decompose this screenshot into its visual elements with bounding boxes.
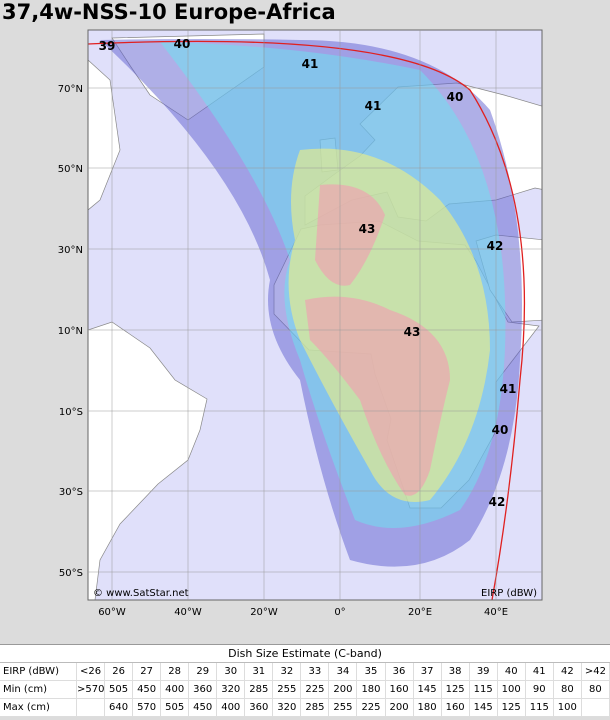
table-cell: 37 <box>413 663 442 681</box>
map: 70°N 50°N 30°N 10°N 10°S 30°S 50°S 60°W 40°W 20°W… <box>58 29 543 618</box>
legend-unit: EIRP (dBW) <box>481 588 537 599</box>
table-cell: 35 <box>356 663 386 681</box>
contour-label: 40 <box>447 90 464 104</box>
lat-label: 30°S <box>59 487 83 498</box>
table-cell: 125 <box>441 680 470 699</box>
table-cell: 28 <box>160 663 190 681</box>
table-cell: 40 <box>497 663 526 681</box>
table-cell: 27 <box>132 663 162 681</box>
title: 37,4w-NSS-10 Europe-Africa <box>2 0 336 24</box>
contour-label: 42 <box>489 495 506 509</box>
table-cell: >42 <box>581 663 610 681</box>
table-cell: 80 <box>581 680 610 699</box>
table-cell: 225 <box>300 680 330 699</box>
credit: © www.SatStar.net <box>93 588 189 599</box>
table-cell: 255 <box>328 698 358 717</box>
land-layer <box>88 33 542 600</box>
table-cell: 80 <box>553 680 582 699</box>
table-cell: 255 <box>272 680 302 699</box>
lat-label: 50°N <box>58 164 83 175</box>
lat-label: 70°N <box>58 84 83 95</box>
table-row: Min (cm) >570 505 450 400 360 320 285 255 225 200 1… <box>0 680 610 699</box>
table-cell: 125 <box>497 698 526 717</box>
table-cell: 41 <box>525 663 554 681</box>
table-cell: 320 <box>216 680 246 699</box>
lon-label: 40°E <box>484 607 508 618</box>
table-cell: 115 <box>525 698 554 717</box>
lat-label: 30°N <box>58 245 83 256</box>
table-cell: 90 <box>525 680 554 699</box>
table-cell: 29 <box>188 663 218 681</box>
footprint-core <box>305 184 450 496</box>
visibility-arc <box>88 40 526 600</box>
map-frame <box>87 29 543 601</box>
table-cell: 38 <box>441 663 470 681</box>
table-cell: 640 <box>104 698 134 717</box>
table-cell: 360 <box>244 698 274 717</box>
table-cell: 26 <box>104 663 134 681</box>
lon-label: 60°W <box>98 607 126 618</box>
table-cell: EIRP (dBW) <box>0 663 77 681</box>
table-cell: 39 <box>469 663 498 681</box>
table-cell: 33 <box>300 663 330 681</box>
table: EIRP (dBW) <26 26 27 28 29 30 31 32 33 34 35 36 37 38 3… <box>0 663 610 717</box>
table-cell: 505 <box>104 680 134 699</box>
contour-label: 40 <box>174 37 191 51</box>
table-title: Dish Size Estimate (C-band) <box>0 645 610 663</box>
table-cell: 450 <box>188 698 218 717</box>
table-row: EIRP (dBW) <26 26 27 28 29 30 31 32 33 34 35 36 37 38 3… <box>0 663 610 681</box>
table-cell <box>581 698 610 717</box>
table-cell: >570 <box>76 680 106 699</box>
table-cell: 180 <box>356 680 386 699</box>
table-cell: 450 <box>132 680 162 699</box>
table-cell: Min (cm) <box>0 680 77 699</box>
table-cell: Max (cm) <box>0 698 77 717</box>
table-cell: 320 <box>272 698 302 717</box>
table-cell: 34 <box>328 663 358 681</box>
contour-label: 41 <box>302 57 319 71</box>
lon-label: 40°W <box>174 607 202 618</box>
table-cell: 145 <box>469 698 498 717</box>
lon-label: 20°E <box>408 607 432 618</box>
dish-table: Dish Size Estimate (C-band) EIRP (dBW) <2… <box>0 644 610 717</box>
table-cell: 100 <box>553 698 582 717</box>
table-cell: 570 <box>132 698 162 717</box>
lon-label: 20°W <box>250 607 278 618</box>
lat-label: 50°S <box>59 568 83 579</box>
table-cell: 285 <box>244 680 274 699</box>
table-cell: 31 <box>244 663 274 681</box>
contour-label: 42 <box>487 239 504 253</box>
table-cell: 400 <box>160 680 190 699</box>
contour-label: 39 <box>99 39 116 53</box>
table-cell: 30 <box>216 663 246 681</box>
lon-label: 0° <box>334 607 345 618</box>
table-cell: 360 <box>188 680 218 699</box>
contour-label: 40 <box>492 423 509 437</box>
table-cell: 160 <box>385 680 414 699</box>
contour-label: 43 <box>404 325 421 339</box>
lat-label: 10°S <box>59 407 83 418</box>
table-cell: 285 <box>300 698 330 717</box>
contour-label: 43 <box>359 222 376 236</box>
table-cell <box>76 698 106 717</box>
table-cell: 200 <box>328 680 358 699</box>
table-cell: 36 <box>385 663 414 681</box>
table-cell: 100 <box>497 680 526 699</box>
table-cell: 225 <box>356 698 386 717</box>
table-cell: 180 <box>413 698 442 717</box>
table-cell: 160 <box>441 698 470 717</box>
table-cell: 32 <box>272 663 302 681</box>
table-cell: 200 <box>385 698 414 717</box>
lat-label: 10°N <box>58 326 83 337</box>
table-cell: 505 <box>160 698 190 717</box>
contour-label: 41 <box>500 382 517 396</box>
table-cell: 42 <box>553 663 582 681</box>
contour-label: 41 <box>365 99 382 113</box>
table-cell: 115 <box>469 680 498 699</box>
table-cell: 400 <box>216 698 246 717</box>
table-cell: <26 <box>76 663 106 681</box>
table-cell: 145 <box>413 680 442 699</box>
table-row: Max (cm) 640 570 505 450 400 360 320 285 255 225 20… <box>0 698 610 717</box>
